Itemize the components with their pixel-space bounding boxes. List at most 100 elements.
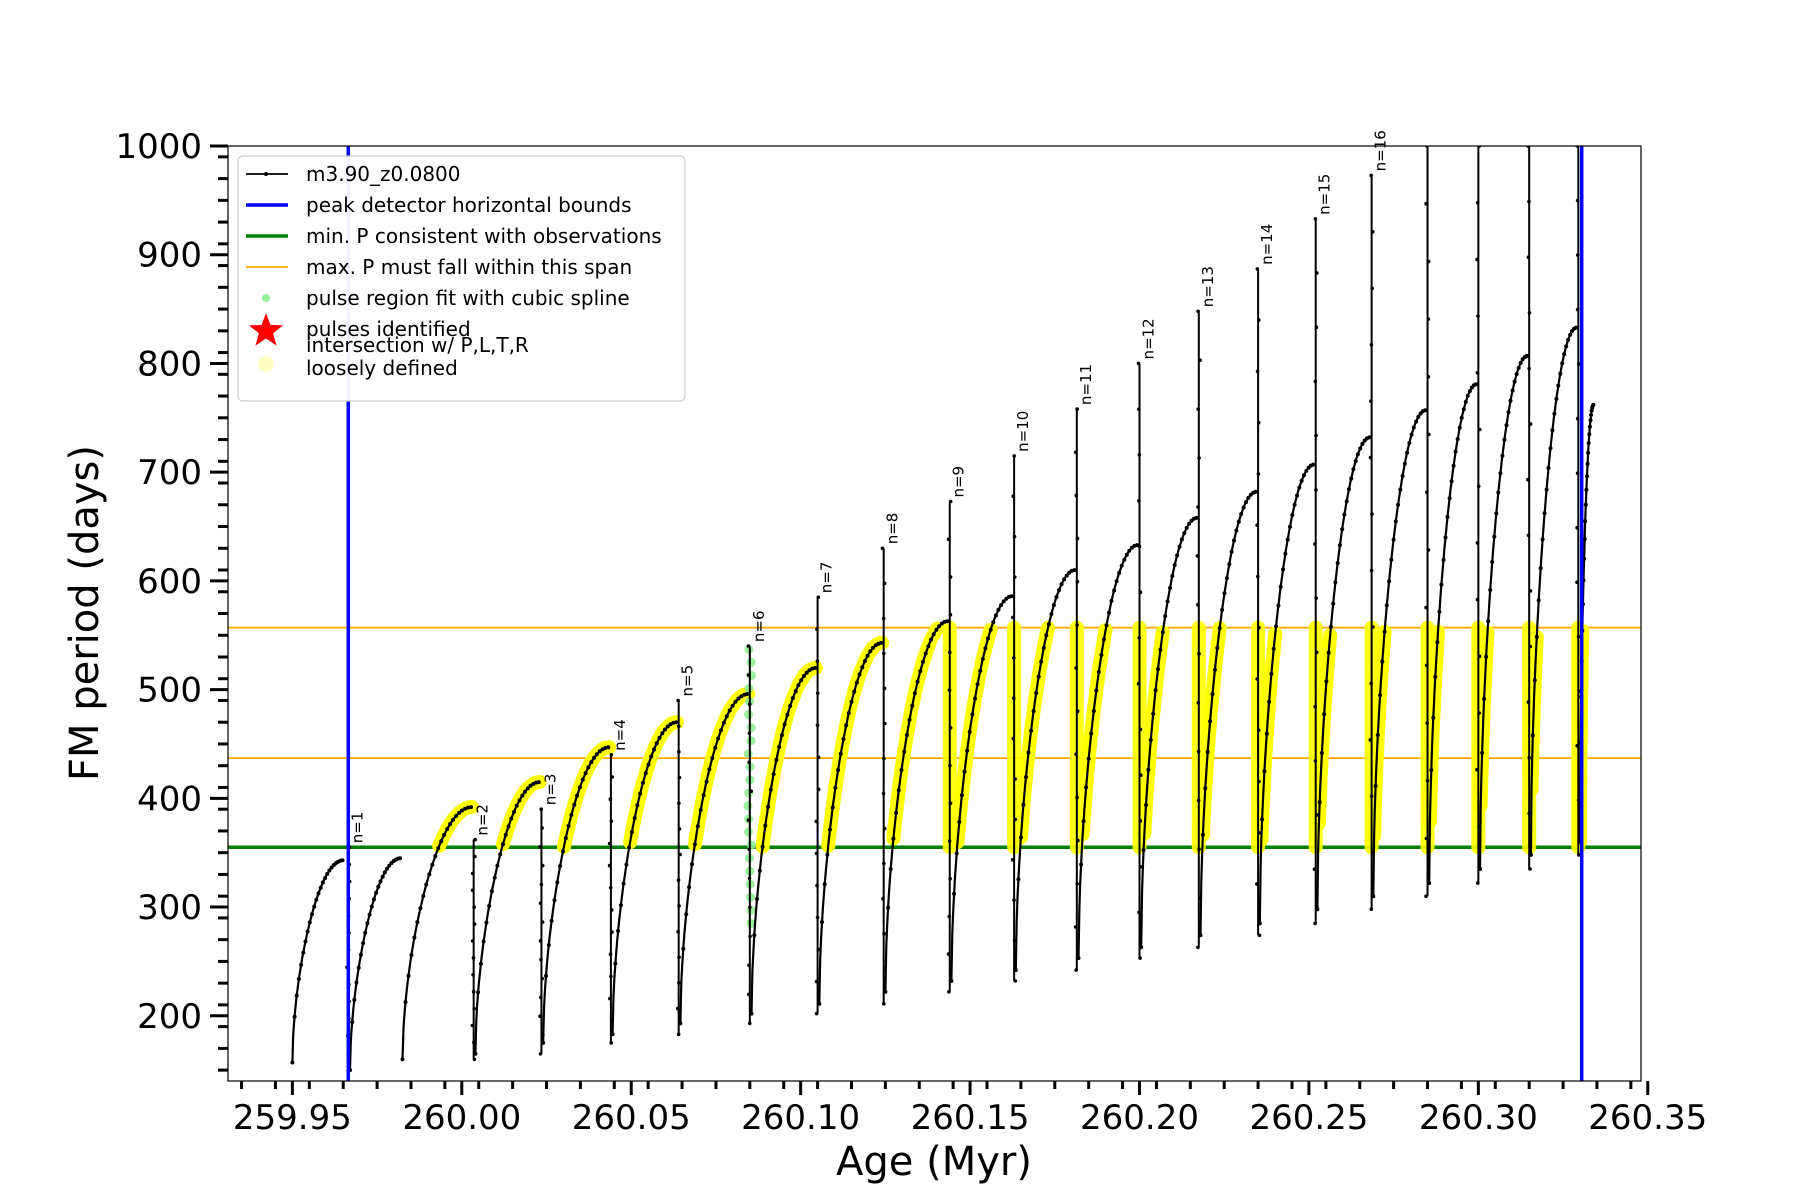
spike-point: [1196, 700, 1201, 705]
series-point: [1546, 466, 1551, 470]
spike-point: [948, 763, 952, 768]
series-point: [727, 708, 732, 713]
legend-label-7: intersection w/ P,L,T,R: [306, 333, 529, 357]
series-point: [1114, 579, 1119, 584]
spike-point: [1073, 925, 1078, 929]
series-point: [1375, 733, 1380, 738]
series-point: [380, 874, 385, 879]
cycle-curve-8: [750, 666, 816, 1014]
series-point: [301, 950, 306, 955]
series-point: [1084, 785, 1089, 790]
y-tick-label: 600: [137, 562, 202, 602]
series-point: [752, 933, 757, 938]
series-point: [316, 891, 321, 896]
series-point: [1253, 489, 1258, 494]
series-point: [1046, 622, 1051, 627]
series-point: [520, 793, 525, 798]
spike-point: [1476, 484, 1481, 489]
series-point: [1536, 598, 1541, 603]
spike-point: [947, 688, 952, 692]
series-point: [724, 714, 729, 719]
series-point: [1324, 679, 1329, 684]
series-point: [566, 824, 571, 828]
series-point: [1094, 688, 1099, 693]
spike-point: [1424, 836, 1429, 841]
x-tick-label: 259.95: [233, 1098, 352, 1138]
series-point: [361, 941, 366, 946]
cycle-curve-15: [1199, 490, 1257, 936]
series-point: [1498, 471, 1503, 476]
y-tick-label: 300: [137, 888, 202, 928]
series-point: [701, 793, 706, 798]
spike-point: [1575, 307, 1580, 312]
spike-point: [1255, 677, 1259, 681]
spike-point: [471, 956, 476, 960]
spike-point: [1138, 956, 1142, 960]
series-point: [970, 712, 975, 717]
series-point: [1474, 382, 1478, 387]
series-point: [478, 961, 483, 966]
series-point: [1585, 474, 1589, 479]
series-point: [1244, 500, 1248, 505]
series-point: [1443, 535, 1448, 540]
series-point: [1387, 579, 1392, 584]
spike-point: [1575, 744, 1579, 748]
series-point: [1560, 361, 1565, 366]
cycle-curve-19: [1428, 383, 1477, 884]
series-point: [687, 885, 692, 890]
cycle-curve-14: [1140, 516, 1198, 948]
y-tick-label: 800: [137, 344, 202, 384]
pulse-label-7: n=7: [818, 562, 836, 594]
spike-point: [1527, 199, 1531, 204]
series-point: [1241, 505, 1246, 510]
spike-point: [814, 851, 819, 856]
series-point: [1319, 750, 1324, 755]
spike-point: [472, 1040, 476, 1045]
series-point: [592, 755, 597, 760]
series-point: [790, 696, 795, 701]
spike-point: [1314, 325, 1319, 330]
series-point: [1340, 527, 1345, 532]
series-point: [1031, 709, 1036, 713]
spike-point: [748, 905, 752, 910]
spike-point: [470, 871, 475, 876]
cycle-curve-11: [950, 595, 1013, 982]
spike-point: [1138, 819, 1143, 823]
spike-point: [470, 888, 475, 893]
spike-point: [1312, 867, 1317, 871]
series-point: [382, 870, 387, 875]
series-point: [406, 973, 411, 978]
legend-label-4: max. P must fall within this span: [306, 255, 632, 279]
spike-point: [1197, 456, 1201, 460]
series-point: [907, 717, 912, 722]
series-point: [1151, 711, 1156, 716]
spike-point: [1426, 375, 1431, 379]
series-point: [833, 785, 838, 790]
spike-point: [471, 989, 476, 994]
series-point: [926, 644, 931, 649]
spike-point: [882, 686, 887, 691]
series-point: [439, 839, 444, 844]
spike-point: [473, 854, 477, 859]
series-point: [632, 816, 637, 821]
series-point: [730, 703, 735, 708]
series-point: [1389, 557, 1394, 562]
spike-point: [1257, 625, 1261, 630]
spike-point: [677, 750, 681, 754]
series-point: [310, 912, 314, 917]
spike-point: [1475, 257, 1479, 262]
series-point: [489, 889, 494, 894]
spike-point: [947, 650, 952, 655]
series-point: [476, 990, 481, 995]
series-point: [436, 846, 441, 851]
spike-point: [1195, 554, 1200, 558]
series-point: [1016, 877, 1021, 882]
spike-point: [676, 878, 681, 882]
spike-point: [747, 847, 752, 852]
series-point: [594, 752, 599, 757]
series-point: [1532, 678, 1537, 683]
spike-point: [1075, 407, 1079, 411]
series-point: [1034, 691, 1039, 695]
series-point: [923, 651, 928, 656]
